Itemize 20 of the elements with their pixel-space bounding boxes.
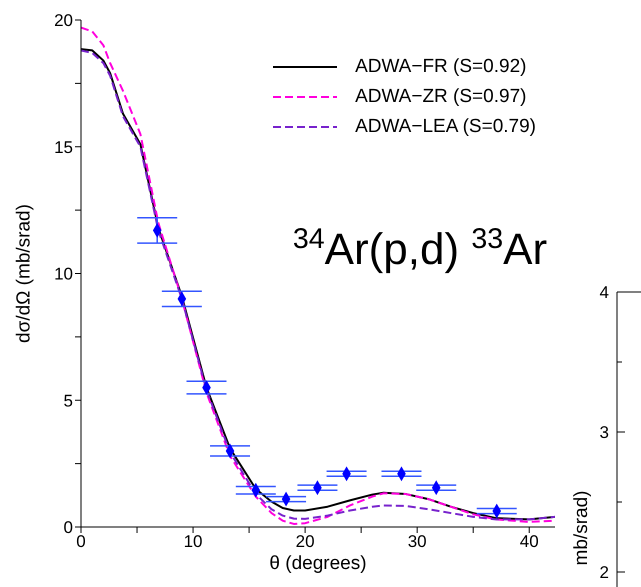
x-tick-label: 40 — [520, 532, 539, 552]
legend-label: ADWA−ZR (S=0.97) — [355, 85, 526, 109]
x-tick-label: 30 — [408, 532, 427, 552]
x-tick-label: 10 — [184, 532, 203, 552]
legend-label: ADWA−FR (S=0.92) — [355, 55, 526, 79]
y-tick-label: 15 — [54, 138, 73, 157]
x-tick-label: 0 — [76, 532, 86, 552]
text: 3 — [600, 423, 609, 442]
y-tick-label: 20 — [54, 11, 73, 30]
x-tick-label: 20 — [296, 532, 315, 552]
y-axis-title: dσ/dΩ (mb/srad) — [14, 204, 35, 343]
x-axis-title: θ (degrees) — [269, 553, 367, 574]
y-tick-label: 0 — [64, 518, 73, 538]
y-tick-label: 5 — [64, 391, 73, 410]
text: mb/srad) — [571, 490, 592, 566]
y-tick-label: 10 — [54, 264, 73, 284]
text: 2 — [600, 563, 609, 582]
legend-label: ADWA−LEA (S=0.79) — [355, 115, 536, 139]
annotation: $^{34}$Ar(p,d) $^{33}$Ar — [292, 223, 548, 274]
text: 4 — [600, 283, 609, 302]
